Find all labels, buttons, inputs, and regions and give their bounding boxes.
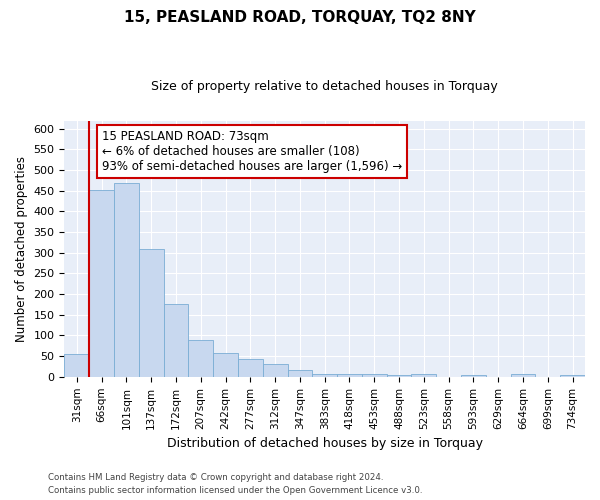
Bar	[139, 248, 164, 377]
Bar	[114, 182, 139, 377]
Bar	[337, 374, 362, 377]
Bar	[164, 304, 188, 377]
Bar	[213, 353, 238, 377]
Text: Contains HM Land Registry data © Crown copyright and database right 2024.
Contai: Contains HM Land Registry data © Crown c…	[48, 474, 422, 495]
Title: Size of property relative to detached houses in Torquay: Size of property relative to detached ho…	[151, 80, 498, 93]
Bar	[64, 354, 89, 377]
Bar	[362, 374, 386, 377]
X-axis label: Distribution of detached houses by size in Torquay: Distribution of detached houses by size …	[167, 437, 483, 450]
Bar	[386, 375, 412, 377]
Text: 15 PEASLAND ROAD: 73sqm
← 6% of detached houses are smaller (108)
93% of semi-de: 15 PEASLAND ROAD: 73sqm ← 6% of detached…	[101, 130, 402, 173]
Bar	[287, 370, 313, 377]
Text: 15, PEASLAND ROAD, TORQUAY, TQ2 8NY: 15, PEASLAND ROAD, TORQUAY, TQ2 8NY	[124, 10, 476, 25]
Bar	[560, 375, 585, 377]
Bar	[263, 364, 287, 377]
Bar	[412, 374, 436, 377]
Bar	[313, 374, 337, 377]
Bar	[511, 374, 535, 377]
Bar	[461, 375, 486, 377]
Bar	[89, 190, 114, 377]
Bar	[188, 340, 213, 377]
Y-axis label: Number of detached properties: Number of detached properties	[15, 156, 28, 342]
Bar	[238, 360, 263, 377]
